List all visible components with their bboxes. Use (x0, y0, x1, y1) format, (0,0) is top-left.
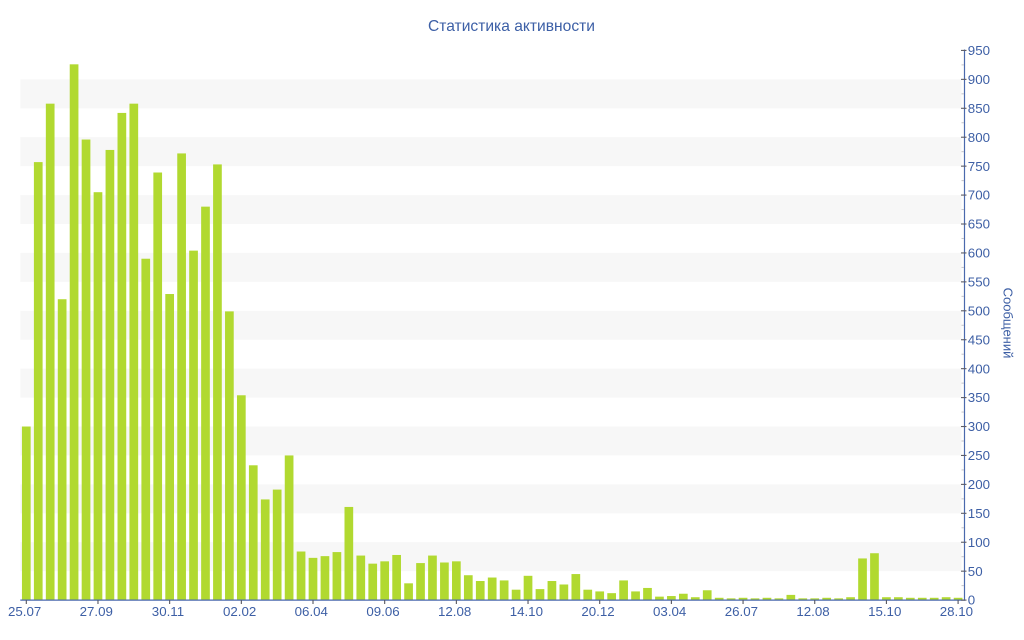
svg-text:150: 150 (968, 506, 990, 521)
svg-text:950: 950 (968, 43, 990, 58)
svg-text:Статистика активности: Статистика активности (428, 18, 595, 35)
svg-text:700: 700 (968, 188, 990, 203)
svg-text:28.10: 28.10 (940, 604, 973, 619)
svg-text:15.10: 15.10 (868, 604, 901, 619)
svg-text:25.07: 25.07 (8, 604, 41, 619)
svg-text:750: 750 (968, 159, 990, 174)
svg-text:27.09: 27.09 (80, 604, 113, 619)
svg-text:12.08: 12.08 (796, 604, 829, 619)
svg-text:450: 450 (968, 332, 990, 347)
svg-text:30.11: 30.11 (152, 604, 184, 619)
svg-text:400: 400 (968, 361, 990, 376)
svg-text:0: 0 (968, 593, 975, 608)
svg-text:500: 500 (968, 303, 990, 318)
svg-text:300: 300 (968, 419, 990, 434)
svg-text:350: 350 (968, 390, 990, 405)
svg-text:800: 800 (968, 130, 990, 145)
svg-text:50: 50 (968, 564, 983, 579)
svg-text:900: 900 (968, 72, 990, 87)
svg-text:650: 650 (968, 217, 990, 232)
svg-text:600: 600 (968, 246, 990, 261)
svg-text:Сообщений: Сообщений (1001, 288, 1016, 359)
svg-text:250: 250 (968, 448, 990, 463)
svg-text:550: 550 (968, 274, 990, 289)
svg-text:26.07: 26.07 (725, 604, 758, 619)
svg-text:12.08: 12.08 (438, 604, 471, 619)
svg-text:200: 200 (968, 477, 990, 492)
svg-text:850: 850 (968, 101, 990, 116)
svg-text:09.06: 09.06 (366, 604, 399, 619)
svg-text:14.10: 14.10 (510, 604, 543, 619)
svg-text:06.04: 06.04 (295, 604, 328, 619)
svg-text:100: 100 (968, 535, 990, 550)
svg-text:03.04: 03.04 (653, 604, 686, 619)
svg-text:20.12: 20.12 (581, 604, 614, 619)
svg-text:02.02: 02.02 (223, 604, 256, 619)
